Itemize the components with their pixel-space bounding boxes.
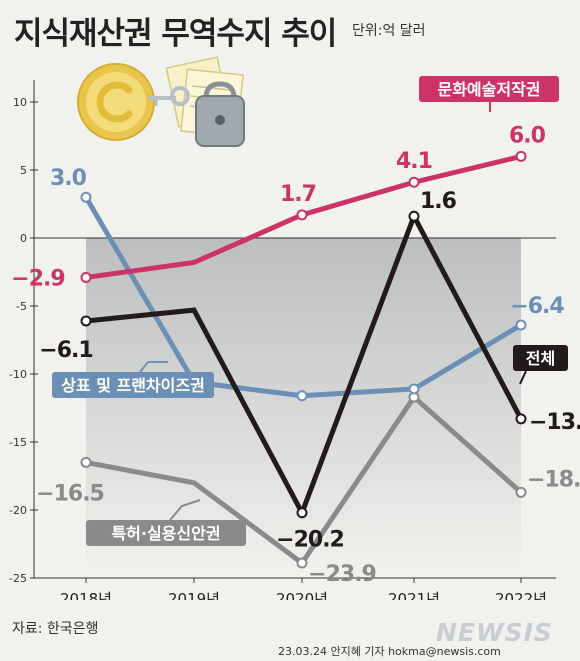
legend-label: 특허·실용신안권: [111, 524, 220, 543]
legend-culture: 문화예술저작권: [419, 76, 559, 112]
data-label: −16.5: [36, 481, 104, 506]
data-label: 1.7: [280, 182, 316, 207]
y-tick-label: -10: [9, 368, 27, 381]
data-label: −23.9: [308, 562, 376, 587]
data-label: −6.4: [510, 294, 564, 319]
data-point: [80, 271, 92, 283]
data-point: [408, 176, 420, 188]
credit-note: 23.03.24 안지혜 기자 hokma@newsis.com: [278, 645, 501, 658]
y-tick-label: -5: [16, 300, 27, 313]
data-point: [515, 486, 527, 498]
legend-pointer: [139, 361, 168, 373]
data-label: −20.2: [276, 528, 344, 553]
legend-total: 전체: [513, 345, 568, 385]
data-point: [296, 390, 308, 402]
y-tick-label: 10: [13, 96, 27, 109]
data-point: [296, 557, 308, 569]
y-tick-label: -15: [9, 436, 27, 449]
x-tick-label: 2020년: [276, 590, 328, 600]
y-tick-label: 0: [20, 232, 27, 245]
data-label: 1.6: [420, 189, 457, 214]
data-point: [296, 507, 308, 519]
legend-pointer: [519, 370, 527, 385]
unit-label: 단위:억 달러: [352, 23, 426, 39]
data-point: [296, 209, 308, 221]
copyright-illustration-icon: [77, 56, 245, 147]
x-tick-label: 2021년: [388, 590, 440, 600]
legend-label: 상표 및 프랜차이즈권: [61, 376, 205, 395]
data-label: −2.9: [11, 266, 64, 291]
page-title: 지식재산권 무역수지 추이: [14, 16, 337, 52]
x-tick-label: 2019년: [168, 590, 220, 600]
x-tick-label: 2022년: [495, 590, 547, 600]
data-label: 4.1: [396, 149, 432, 174]
legend-trademark: 상표 및 프랜차이즈권: [52, 361, 214, 398]
data-label: −6.1: [39, 338, 92, 363]
data-point: [80, 456, 92, 468]
data-label: −18.7: [527, 467, 580, 492]
data-point: [515, 413, 527, 425]
trade-balance-chart: 10 5 0 -5 -10 -15 -20 -25 2018년 2019년 2020년 2021년 20…: [9, 56, 580, 600]
legend-box: [513, 345, 568, 371]
y-tick-label: 5: [20, 164, 27, 177]
legend-box: [419, 76, 559, 102]
data-point: [408, 383, 420, 395]
legend-box: [86, 520, 246, 546]
data-point: [80, 191, 92, 203]
data-label: 3.0: [50, 166, 87, 191]
data-point: [515, 319, 527, 331]
legend-label: 문화예술저작권: [437, 80, 540, 99]
legend-label: 전체: [526, 349, 555, 368]
data-point: [408, 210, 420, 222]
legend-box: [52, 372, 214, 398]
y-tick-label: -20: [9, 504, 27, 517]
y-tick-label: -25: [9, 572, 27, 585]
data-label: −13.3: [529, 410, 580, 435]
data-point: [515, 150, 527, 162]
legend-pointer: [169, 499, 201, 521]
data-label: 6.0: [509, 123, 546, 148]
source-note: 자료: 한국은행: [12, 621, 99, 637]
data-point: [80, 315, 92, 327]
legend-patent: 특허·실용신안권: [86, 499, 246, 546]
x-tick-label: 2018년: [60, 590, 112, 600]
newsis-logo: NEWSIS: [436, 618, 553, 647]
